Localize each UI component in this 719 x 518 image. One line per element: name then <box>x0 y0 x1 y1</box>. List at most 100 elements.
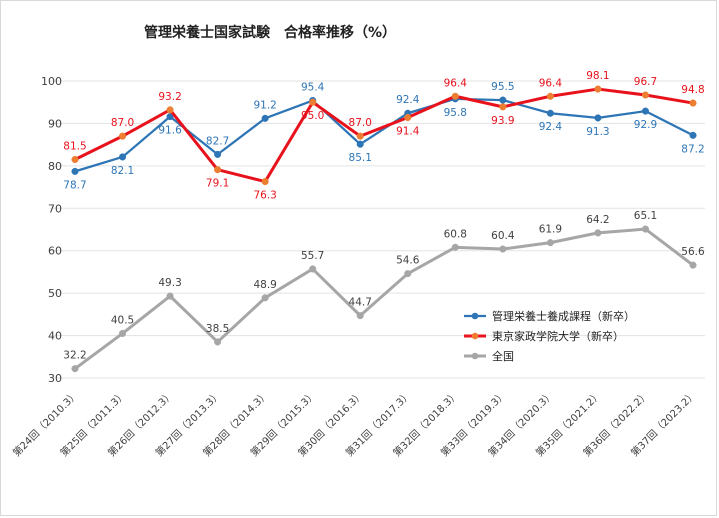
data-label: 95.0 <box>301 110 324 122</box>
data-label: 96.7 <box>634 76 657 88</box>
legend: 管理栄養士養成課程（新卒） 東京家政学院大学（新卒） 全国 <box>464 309 635 363</box>
data-label: 87.0 <box>349 117 372 129</box>
data-point <box>594 114 602 122</box>
legend-label-2: 全国 <box>492 349 514 363</box>
data-label: 94.8 <box>681 84 704 96</box>
data-label: 87.2 <box>681 143 704 155</box>
legend-label-0: 管理栄養士養成課程（新卒） <box>492 309 635 323</box>
data-label: 56.6 <box>681 246 705 258</box>
data-point <box>214 150 222 158</box>
data-label: 44.7 <box>349 297 372 309</box>
y-tick-label: 90 <box>48 117 62 130</box>
data-point <box>261 114 269 122</box>
y-tick-label: 50 <box>48 287 62 300</box>
data-label: 96.4 <box>539 77 563 89</box>
data-label: 55.7 <box>301 250 324 262</box>
data-label: 95.4 <box>301 82 325 94</box>
data-labels: 78.7 82.1 91.6 82.7 91.2 95.4 85.1 92.4 95.8 95.5… <box>63 70 705 362</box>
data-label: 78.7 <box>63 179 86 191</box>
legend-marker-2 <box>471 352 479 360</box>
data-point <box>594 85 602 93</box>
data-point <box>689 131 697 139</box>
data-point <box>641 225 650 233</box>
y-tick-label: 60 <box>48 245 62 258</box>
data-label: 48.9 <box>253 279 276 291</box>
data-point <box>118 132 127 140</box>
data-point <box>404 270 412 278</box>
data-label: 60.4 <box>491 230 515 242</box>
data-label: 49.3 <box>158 277 181 289</box>
data-label: 91.3 <box>586 126 609 138</box>
data-label: 95.5 <box>491 81 514 93</box>
data-point <box>689 261 697 269</box>
data-label: 81.5 <box>63 140 86 152</box>
data-label: 98.1 <box>586 70 609 82</box>
data-label: 91.6 <box>158 125 182 137</box>
data-point <box>71 155 79 164</box>
data-point <box>641 107 650 115</box>
data-label: 87.0 <box>111 117 134 129</box>
legend-label-1: 東京家政学院大学（新卒） <box>492 329 624 343</box>
data-point <box>356 140 364 148</box>
data-point <box>261 178 269 186</box>
data-label: 92.4 <box>396 94 420 106</box>
data-label: 79.1 <box>206 178 229 190</box>
y-tick-label: 30 <box>48 372 62 385</box>
data-label: 61.9 <box>539 224 562 236</box>
gridlines <box>50 80 705 379</box>
data-point <box>499 245 507 253</box>
data-point <box>166 292 174 300</box>
data-label: 92.9 <box>634 119 657 131</box>
series-line-1 <box>74 87 694 184</box>
data-label: 92.4 <box>539 121 563 133</box>
data-point <box>546 239 554 247</box>
data-label: 40.5 <box>111 314 134 326</box>
data-point <box>594 229 602 237</box>
series-line-0 <box>74 97 694 173</box>
chart-title: 管理栄養士国家試験 合格率推移（%） <box>144 24 396 41</box>
data-label: 38.5 <box>206 323 229 335</box>
data-point <box>546 109 554 117</box>
data-label: 54.6 <box>396 255 420 267</box>
data-point <box>546 92 554 100</box>
data-label: 65.1 <box>634 210 657 222</box>
y-tick-label: 40 <box>48 330 62 343</box>
data-label: 85.1 <box>349 152 372 164</box>
data-point <box>689 99 697 107</box>
legend-marker-0 <box>471 312 479 320</box>
data-label: 32.2 <box>63 350 86 362</box>
x-axis-ticks: 第24回（2010.3）第25回（2011.3）第26回（2012.3）第27回… <box>10 388 699 459</box>
data-point <box>118 153 127 161</box>
data-label: 93.2 <box>158 91 181 103</box>
data-label: 82.1 <box>111 165 134 177</box>
data-point <box>214 338 222 346</box>
data-point <box>71 365 79 373</box>
y-axis-ticks: 30 40 50 60 70 80 90 100 <box>41 75 62 385</box>
y-tick-label: 70 <box>48 202 62 215</box>
data-label: 64.2 <box>586 214 609 226</box>
legend-marker-1 <box>471 332 479 340</box>
data-point <box>641 91 650 99</box>
data-point <box>166 106 174 114</box>
data-point <box>309 98 317 106</box>
data-label: 76.3 <box>253 190 276 202</box>
data-point <box>71 167 79 175</box>
data-point <box>404 113 412 122</box>
data-label: 60.8 <box>444 228 467 240</box>
data-point <box>261 294 269 302</box>
data-label: 95.8 <box>444 107 467 119</box>
data-label: 91.2 <box>253 99 276 111</box>
data-label: 96.4 <box>444 77 468 89</box>
data-point <box>309 265 317 273</box>
data-point <box>451 92 459 100</box>
y-tick-label: 80 <box>48 160 62 173</box>
data-point <box>499 103 507 111</box>
series-line-2 <box>74 227 694 370</box>
data-point <box>118 329 127 338</box>
series-lines <box>71 85 697 373</box>
y-tick-label: 100 <box>41 75 62 88</box>
data-point <box>214 166 222 174</box>
data-point <box>451 243 459 251</box>
data-label: 91.4 <box>396 125 420 137</box>
